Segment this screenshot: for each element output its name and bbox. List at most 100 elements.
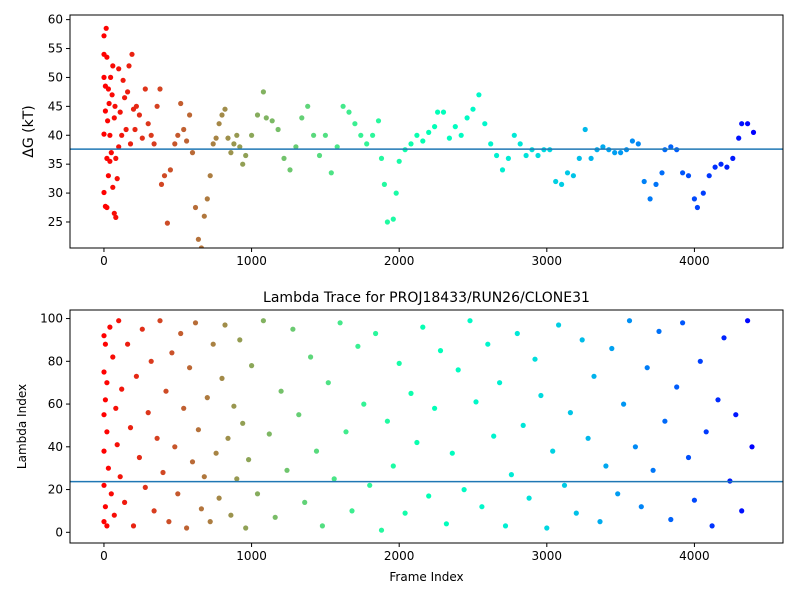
subplot-2: 0 1000 2000 3000 4000 0 20 40 60 80 100 Lambda Inde…	[15, 290, 784, 584]
data-point	[107, 324, 113, 330]
data-point	[502, 523, 509, 529]
data-point	[467, 318, 473, 324]
data-point	[116, 66, 122, 72]
data-point	[139, 326, 145, 332]
axes-frame	[69, 14, 784, 249]
data-point	[346, 109, 352, 115]
data-point	[378, 155, 385, 161]
data-point	[313, 448, 320, 454]
data-point	[603, 463, 609, 469]
x-tick-label: 2000	[384, 549, 415, 563]
data-point	[612, 150, 618, 156]
data-point	[108, 491, 114, 497]
data-point	[426, 493, 432, 499]
data-point	[736, 135, 742, 141]
data-point	[390, 463, 396, 469]
data-point	[101, 412, 107, 418]
x-tick-label: 1000	[236, 549, 267, 563]
data-point	[582, 126, 588, 133]
data-point	[570, 173, 577, 179]
data-point	[526, 495, 532, 501]
data-point	[222, 106, 228, 112]
data-point	[175, 132, 181, 138]
data-point	[234, 476, 240, 482]
data-point	[373, 330, 379, 337]
data-point	[116, 318, 122, 324]
data-point	[269, 118, 275, 124]
data-point	[597, 519, 603, 525]
data-point	[420, 138, 426, 144]
data-point	[393, 190, 399, 196]
y-tick-label: 30	[48, 186, 63, 200]
data-point	[437, 348, 444, 354]
data-point	[102, 341, 108, 347]
data-point	[108, 150, 114, 156]
data-point	[157, 318, 163, 324]
data-point	[104, 523, 110, 529]
data-point	[136, 112, 142, 118]
data-point	[561, 482, 568, 488]
data-point	[680, 320, 686, 326]
data-point	[299, 115, 305, 121]
data-point	[573, 510, 579, 516]
data-point	[119, 386, 125, 392]
data-point	[127, 425, 134, 431]
data-point	[355, 343, 361, 349]
data-point	[113, 155, 119, 161]
data-point	[544, 525, 550, 531]
data-point	[158, 181, 165, 187]
data-point	[668, 516, 674, 523]
data-point	[246, 457, 252, 463]
data-point	[302, 499, 308, 505]
data-point	[249, 363, 255, 369]
data-point	[160, 469, 166, 476]
x-tick-label: 4000	[679, 254, 710, 268]
data-point	[488, 141, 494, 147]
data-point	[201, 213, 207, 219]
data-point	[588, 155, 594, 161]
x-tick-label: 3000	[532, 254, 563, 268]
data-point	[482, 121, 488, 127]
data-point	[638, 504, 644, 510]
data-point	[148, 358, 154, 364]
data-point	[287, 167, 293, 173]
data-point	[181, 126, 187, 133]
data-point	[184, 525, 190, 531]
data-point	[361, 401, 367, 407]
data-point	[749, 444, 755, 450]
data-point	[127, 141, 134, 147]
data-point	[308, 354, 314, 360]
data-point	[207, 519, 213, 525]
data-point	[550, 448, 556, 454]
data-point	[730, 155, 736, 161]
data-point	[432, 124, 438, 130]
data-point	[204, 395, 210, 401]
data-point	[104, 429, 110, 435]
data-point	[290, 326, 296, 332]
data-point	[110, 63, 116, 69]
data-point	[166, 519, 172, 525]
data-point	[151, 508, 157, 514]
data-point	[151, 141, 157, 147]
data-point	[254, 112, 261, 118]
data-point	[102, 397, 108, 403]
data-point	[109, 92, 115, 98]
data-point	[178, 330, 184, 337]
data-point	[175, 491, 181, 497]
data-point	[706, 173, 712, 179]
data-point	[343, 429, 349, 435]
data-point	[414, 439, 420, 446]
data-point	[181, 405, 187, 411]
data-point	[243, 525, 249, 531]
data-point	[219, 375, 225, 381]
data-point	[644, 365, 650, 371]
data-point	[479, 504, 485, 510]
data-point	[198, 506, 204, 512]
data-point	[505, 155, 511, 161]
data-point	[189, 150, 196, 156]
data-point	[111, 115, 117, 121]
data-point	[198, 245, 204, 248]
y-tick-label: 0	[55, 525, 63, 539]
data-point	[680, 170, 686, 176]
data-point	[364, 141, 370, 147]
